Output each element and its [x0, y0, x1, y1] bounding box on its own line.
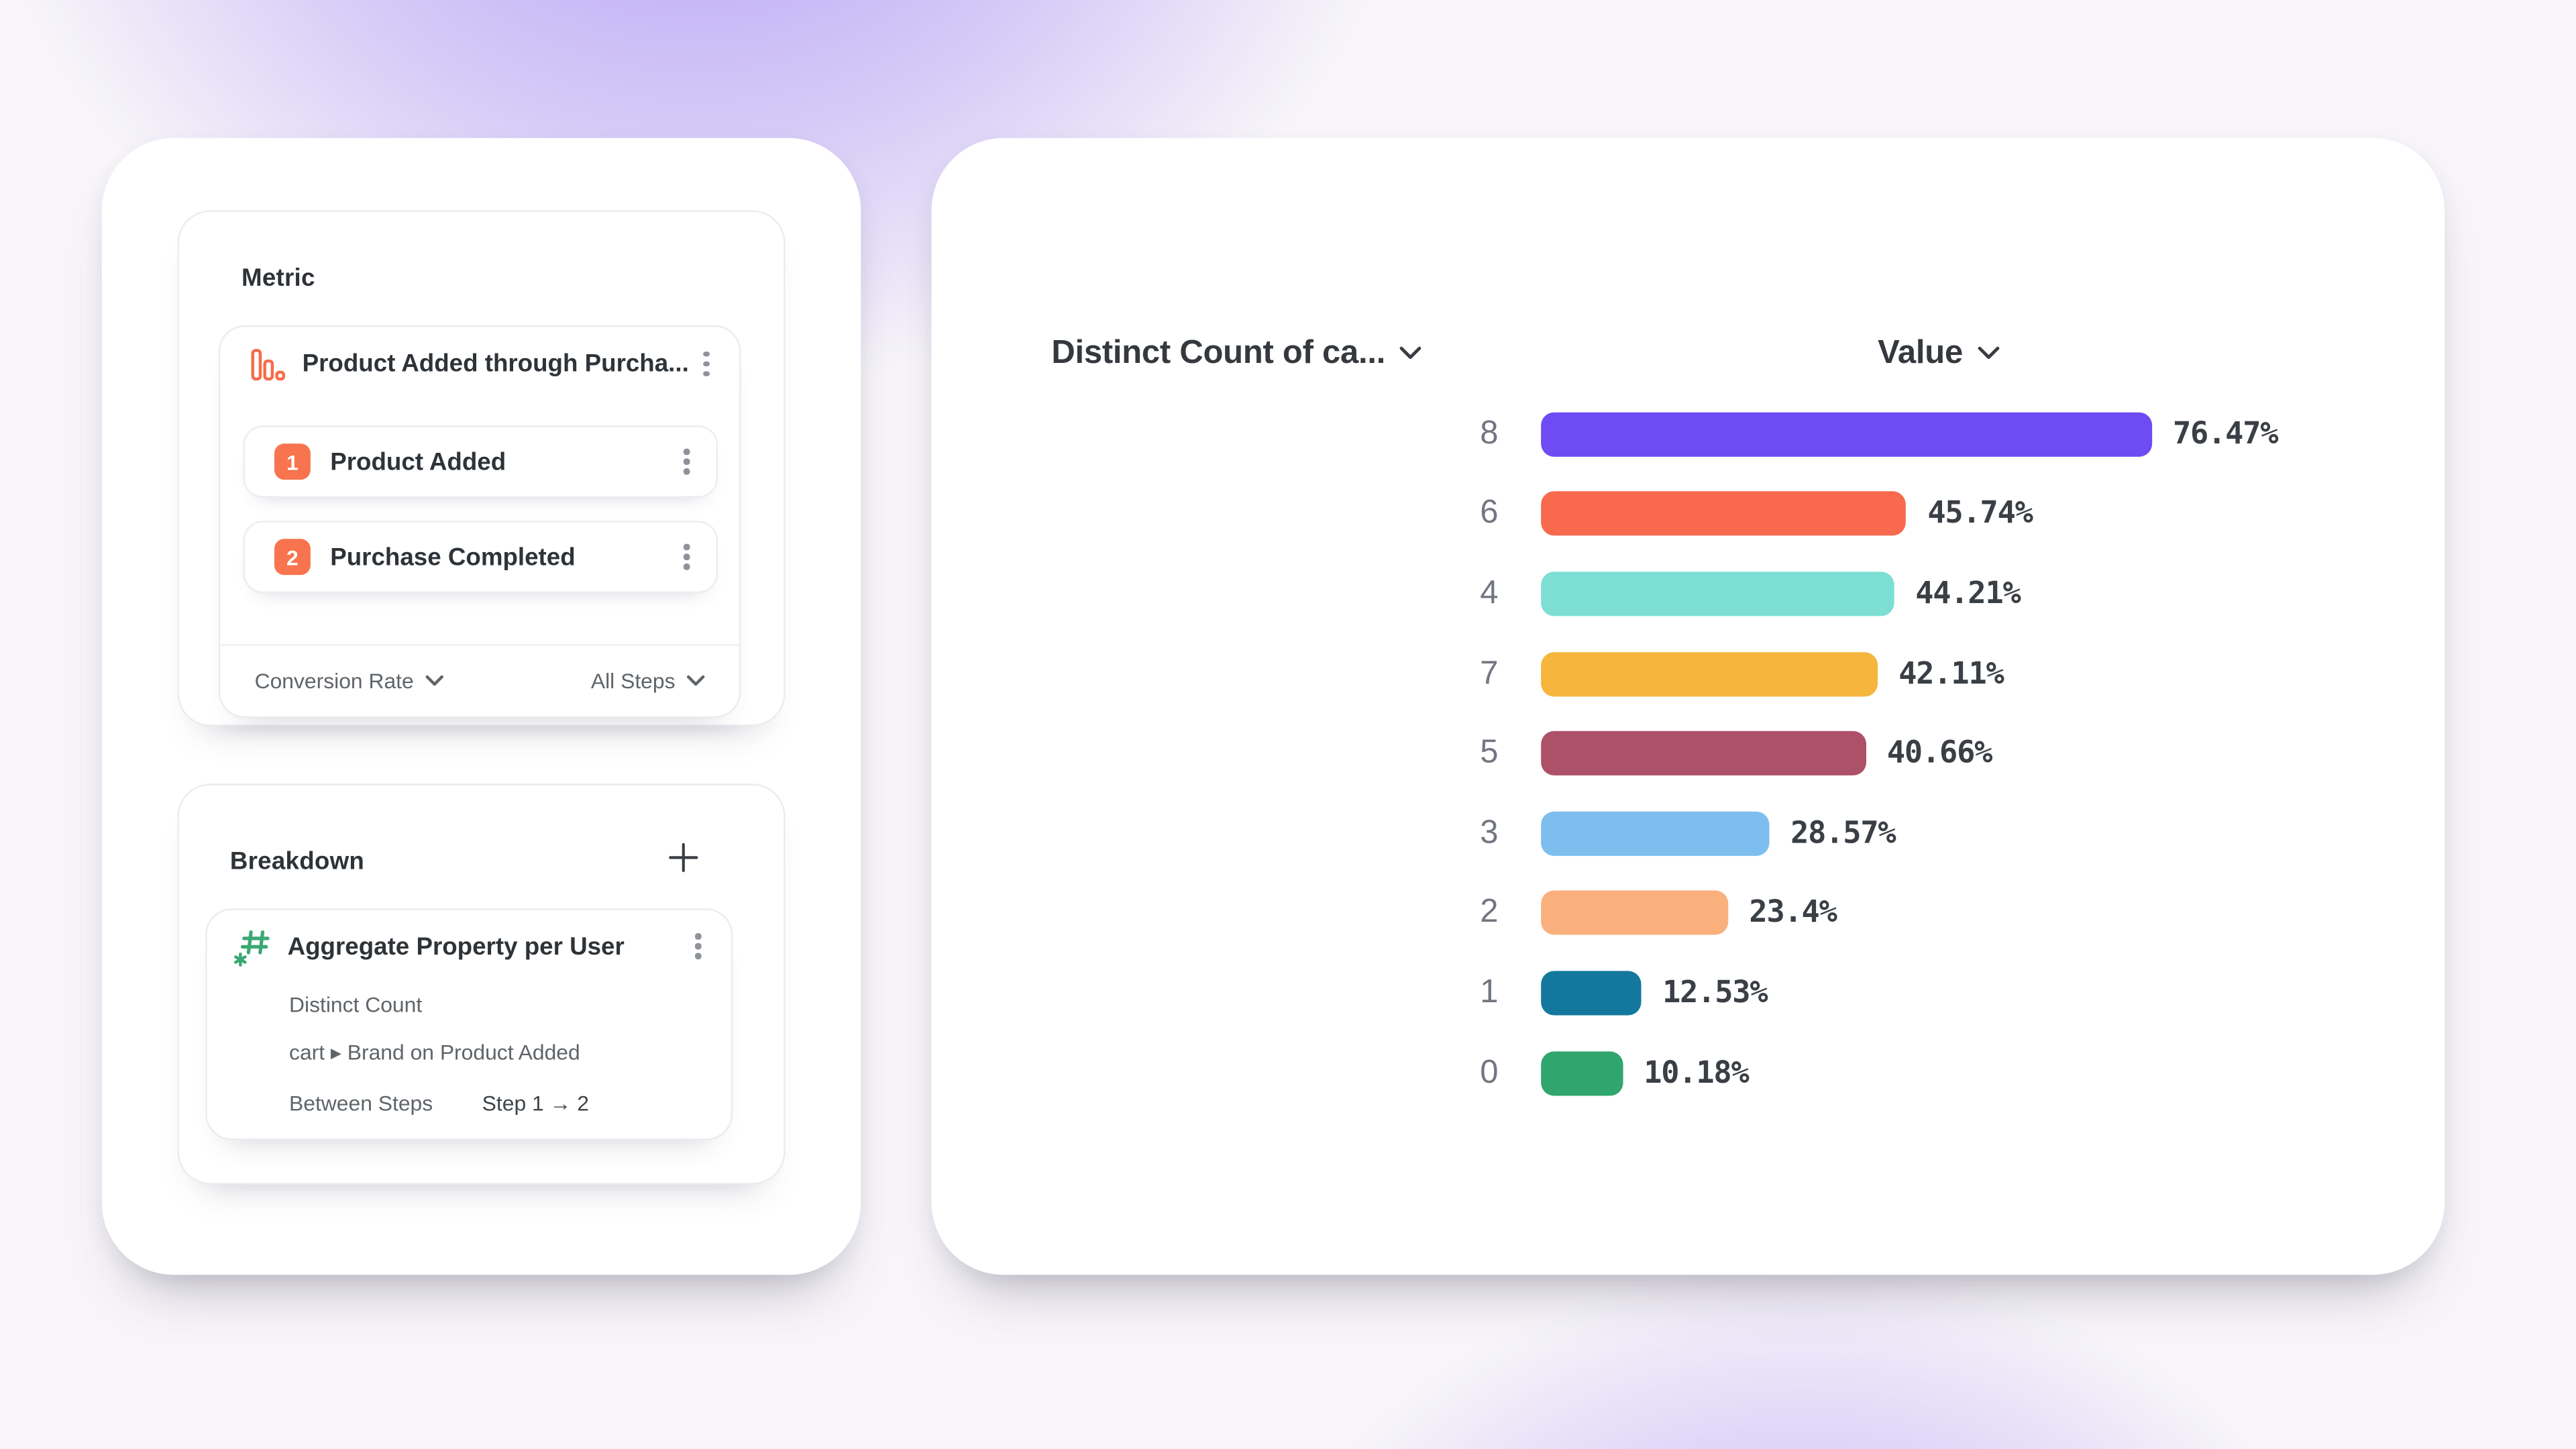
- bar-chart-row: 1 12.53%: [932, 953, 2445, 1033]
- chevron-down-icon: [1977, 346, 1999, 360]
- funnel-group: Product Added through Purcha... 1 Product…: [218, 325, 741, 718]
- bar-chart-row: 5 40.66%: [932, 714, 2445, 794]
- breakdown-panel-title: Breakdown: [229, 847, 365, 876]
- funnel-chart-icon: [250, 346, 286, 382]
- breakdown-details: Distinct Count cart ▸ Brand on Product Ad…: [289, 979, 708, 1127]
- funnel-header[interactable]: Product Added through Purcha...: [220, 327, 739, 400]
- breakdown-detail-label: cart ▸ Brand on Product Added: [289, 1040, 580, 1065]
- bar-value-label: 76.47%: [2173, 417, 2279, 451]
- bar[interactable]: [1541, 731, 1866, 776]
- bar-value-label: 44.21%: [1915, 576, 2021, 611]
- breakdown-panel: Breakdown: [177, 784, 786, 1185]
- bar-value-label: 10.18%: [1644, 1055, 1750, 1091]
- aggregate-property-hash-icon: [233, 926, 274, 967]
- breakdown-kebab-menu-icon[interactable]: [689, 926, 708, 966]
- chevron-down-icon: [425, 675, 443, 686]
- bar-value-label: 40.66%: [1886, 736, 1993, 771]
- funnel-name: Product Added through Purcha...: [302, 350, 689, 378]
- chart-card: Distinct Count of ca... Value 8 76.47% 6 45…: [931, 138, 2445, 1275]
- metric-footer: Conversion Rate All Steps: [220, 644, 740, 716]
- breakdown-detail-row: Between Steps Step 1 → 2: [289, 1078, 708, 1127]
- breakdown-item-header: Aggregate Property per User: [207, 910, 731, 983]
- plus-icon: [669, 843, 698, 873]
- funnel-kebab-menu-icon[interactable]: [697, 344, 716, 384]
- step-label: Purchase Completed: [330, 543, 576, 572]
- category-header-label: Distinct Count of ca...: [1051, 334, 1386, 371]
- conversion-rate-dropdown[interactable]: Conversion Rate: [254, 668, 443, 694]
- chart-column-header-category[interactable]: Distinct Count of ca...: [1051, 329, 1422, 378]
- bar[interactable]: [1541, 811, 1770, 856]
- bar[interactable]: [1541, 572, 1894, 616]
- bar-category-label: 5: [1480, 735, 1499, 771]
- bar-category-label: 1: [1480, 974, 1499, 1011]
- bar-value-label: 42.11%: [1898, 656, 2004, 691]
- query-builder-card: Metric Product Added through Purcha... 1…: [101, 138, 861, 1275]
- bar-value-label: 28.57%: [1790, 816, 1896, 851]
- bar-value-label: 23.4%: [1749, 896, 1837, 931]
- breakdown-detail-row: Distinct Count: [289, 979, 708, 1028]
- bar-category-label: 2: [1480, 894, 1499, 931]
- bar-chart-row: 8 76.47%: [932, 394, 2445, 474]
- chart-column-header-value[interactable]: Value: [1878, 329, 1999, 378]
- metric-steps: 1 Product Added 2 Purchase Completed: [243, 425, 718, 616]
- bar-value-label: 45.74%: [1927, 496, 2033, 531]
- bar[interactable]: [1541, 492, 1907, 537]
- conversion-rate-label: Conversion Rate: [254, 668, 414, 694]
- bar-chart-row: 2 23.4%: [932, 873, 2445, 953]
- bar-category-label: 7: [1480, 655, 1499, 691]
- bar-chart-row: 4 44.21%: [932, 554, 2445, 634]
- bar[interactable]: [1541, 412, 2152, 457]
- bar-category-label: 8: [1480, 415, 1499, 451]
- metric-panel-title: Metric: [241, 264, 315, 292]
- step-label: Product Added: [330, 447, 506, 476]
- bar-category-label: 4: [1480, 575, 1499, 611]
- step-kebab-menu-icon[interactable]: [678, 537, 696, 577]
- bar[interactable]: [1541, 971, 1642, 1016]
- bar-chart-row: 7 42.11%: [932, 634, 2445, 714]
- step-number-badge: 2: [274, 539, 311, 576]
- funnel-step-row[interactable]: 1 Product Added: [243, 425, 718, 498]
- bar[interactable]: [1541, 891, 1728, 936]
- chevron-down-icon: [1400, 346, 1422, 360]
- breakdown-detail-row: cart ▸ Brand on Product Added: [289, 1028, 708, 1077]
- bar-chart-row: 3 28.57%: [932, 794, 2445, 873]
- add-breakdown-button[interactable]: [662, 837, 705, 879]
- metric-panel: Metric Product Added through Purcha... 1…: [177, 210, 786, 727]
- bar-rows: 8 76.47% 6 45.74% 4 44.21% 7 42.11% 5 40.66% 3 28.5…: [932, 394, 2445, 1113]
- bar-category-label: 6: [1480, 495, 1499, 531]
- all-steps-label: All Steps: [590, 668, 676, 694]
- bar-chart-row: 0 10.18%: [932, 1033, 2445, 1113]
- bar-chart-row: 6 45.74%: [932, 474, 2445, 554]
- value-header-label: Value: [1878, 334, 1963, 371]
- bar[interactable]: [1541, 1051, 1623, 1095]
- bar-value-label: 12.53%: [1662, 975, 1768, 1011]
- breakdown-detail-value: Step 1 → 2: [482, 1089, 589, 1115]
- all-steps-dropdown[interactable]: All Steps: [590, 668, 705, 694]
- bar-category-label: 0: [1480, 1054, 1499, 1091]
- chevron-down-icon: [686, 675, 705, 686]
- breakdown-detail-label: Distinct Count: [289, 991, 423, 1016]
- breakdown-detail-label: Between Steps: [289, 1089, 433, 1115]
- bar[interactable]: [1541, 651, 1878, 696]
- step-kebab-menu-icon[interactable]: [678, 442, 696, 482]
- bar-category-label: 3: [1480, 814, 1499, 851]
- breakdown-item[interactable]: Aggregate Property per User Distinct Cou…: [205, 908, 733, 1140]
- breakdown-item-title: Aggregate Property per User: [287, 932, 625, 961]
- step-number-badge: 1: [274, 443, 311, 480]
- funnel-step-row[interactable]: 2 Purchase Completed: [243, 521, 718, 594]
